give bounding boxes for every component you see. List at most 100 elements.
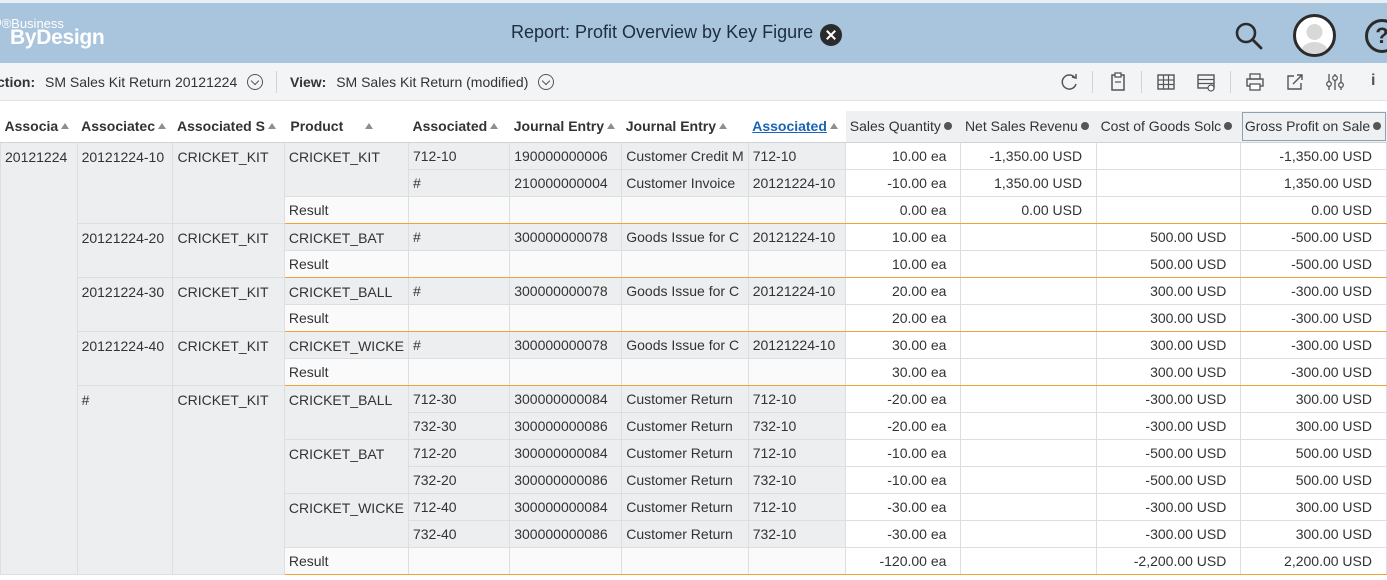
cell-net-sales-revenue[interactable] bbox=[960, 411, 1098, 440]
cell-associated-product[interactable]: CRICKET_KIT bbox=[172, 384, 285, 575]
column-header[interactable]: Product bbox=[284, 111, 409, 143]
cell-empty[interactable] bbox=[621, 303, 749, 332]
cell-associated[interactable]: # bbox=[407, 168, 511, 197]
cell-journal-entry[interactable]: 300000000078 bbox=[509, 330, 623, 359]
column-header-link[interactable]: Associated bbox=[748, 111, 846, 143]
cell-journal-entry-type[interactable]: Goods Issue for C bbox=[621, 330, 749, 359]
table-settings-icon[interactable] bbox=[1195, 72, 1217, 92]
cell-associated-product[interactable]: CRICKET_KIT bbox=[172, 222, 285, 278]
cell-cost-of-goods-sold[interactable]: 300.00 USD bbox=[1096, 357, 1242, 386]
avatar[interactable] bbox=[1293, 14, 1336, 57]
cell-journal-entry[interactable]: 300000000086 bbox=[509, 519, 623, 548]
cell-net-sales-revenue[interactable] bbox=[960, 330, 1098, 359]
column-header[interactable]: Journal Entry bbox=[509, 111, 622, 143]
cell-sales-quantity[interactable]: 10.00 ea bbox=[845, 249, 962, 278]
cell-net-sales-revenue[interactable] bbox=[960, 519, 1098, 548]
cell-empty[interactable] bbox=[509, 357, 623, 386]
cell-empty[interactable] bbox=[509, 195, 623, 224]
cell-net-sales-revenue[interactable]: 1,350.00 USD bbox=[960, 168, 1098, 197]
cell-product[interactable]: CRICKET_BAT bbox=[283, 222, 409, 251]
cell-associated-ref[interactable]: 20121224-10 bbox=[747, 168, 847, 197]
cell-journal-entry[interactable]: 300000000078 bbox=[509, 276, 623, 305]
cell-sales-quantity[interactable]: -10.00 ea bbox=[845, 438, 962, 467]
cell-empty[interactable] bbox=[509, 303, 623, 332]
cell-sales-quantity[interactable]: -30.00 ea bbox=[845, 492, 962, 521]
dot-icon[interactable] bbox=[1080, 122, 1089, 131]
cell-cost-of-goods-sold[interactable]: 300.00 USD bbox=[1096, 276, 1242, 305]
cell-gross-profit[interactable]: 300.00 USD bbox=[1240, 411, 1387, 440]
cell-empty[interactable] bbox=[621, 546, 749, 575]
cell-product[interactable]: CRICKET_WICKE bbox=[283, 492, 409, 548]
cell-cost-of-goods-sold[interactable]: -300.00 USD bbox=[1096, 519, 1242, 548]
cell-associated[interactable]: 732-20 bbox=[407, 465, 511, 494]
refresh-icon[interactable] bbox=[1058, 72, 1080, 92]
cell-net-sales-revenue[interactable] bbox=[960, 249, 1098, 278]
cell-journal-entry-type[interactable]: Customer Invoice bbox=[621, 168, 749, 197]
keyfigure-header-selected[interactable]: Gross Profit on Sale bbox=[1240, 111, 1387, 143]
cell-associated[interactable]: # bbox=[407, 330, 511, 359]
cell-gross-profit[interactable]: 0.00 USD bbox=[1240, 195, 1387, 224]
cell-cost-of-goods-sold[interactable]: 300.00 USD bbox=[1096, 303, 1242, 332]
cell-journal-entry-type[interactable]: Customer Credit M bbox=[621, 141, 749, 170]
cell-associated[interactable]: 732-30 bbox=[407, 411, 511, 440]
cell-journal-entry-type[interactable]: Goods Issue for C bbox=[621, 276, 749, 305]
cell-sales-quantity[interactable]: 30.00 ea bbox=[845, 330, 962, 359]
cell-net-sales-revenue[interactable]: -1,350.00 USD bbox=[960, 141, 1098, 170]
sort-icon[interactable] bbox=[490, 123, 499, 130]
cell-associated-item[interactable]: 20121224-20 bbox=[76, 222, 174, 278]
cell-net-sales-revenue[interactable] bbox=[960, 384, 1098, 413]
cell-empty[interactable] bbox=[509, 249, 623, 278]
cell-sales-quantity[interactable]: 0.00 ea bbox=[845, 195, 962, 224]
cell-empty[interactable] bbox=[621, 357, 749, 386]
cell-associated-product[interactable]: CRICKET_KIT bbox=[172, 141, 285, 224]
cell-associated-doc[interactable]: 20121224 bbox=[0, 141, 78, 575]
cell-net-sales-revenue[interactable] bbox=[960, 492, 1098, 521]
cell-associated[interactable]: 712-20 bbox=[407, 438, 511, 467]
cell-journal-entry[interactable]: 190000000006 bbox=[509, 141, 623, 170]
column-header[interactable]: Associated bbox=[408, 111, 510, 143]
sort-icon[interactable] bbox=[61, 123, 70, 130]
cell-empty[interactable] bbox=[747, 249, 847, 278]
dot-icon[interactable] bbox=[1373, 122, 1382, 131]
cell-net-sales-revenue[interactable] bbox=[960, 276, 1098, 305]
cell-journal-entry[interactable]: 300000000084 bbox=[509, 438, 623, 467]
cell-gross-profit[interactable]: 2,200.00 USD bbox=[1240, 546, 1387, 575]
cell-journal-entry-type[interactable]: Customer Return bbox=[621, 492, 749, 521]
chevron-down-icon[interactable] bbox=[247, 74, 264, 90]
cell-gross-profit[interactable]: -500.00 USD bbox=[1240, 222, 1387, 251]
cell-journal-entry-type[interactable]: Customer Return bbox=[621, 438, 749, 467]
cell-empty[interactable] bbox=[621, 195, 749, 224]
cell-gross-profit[interactable]: 500.00 USD bbox=[1240, 438, 1387, 467]
chevron-down-icon[interactable] bbox=[538, 74, 555, 90]
cell-net-sales-revenue[interactable] bbox=[960, 546, 1098, 575]
cell-sales-quantity[interactable]: -30.00 ea bbox=[845, 519, 962, 548]
dot-icon[interactable] bbox=[1224, 122, 1233, 131]
cell-associated[interactable]: 732-40 bbox=[407, 519, 511, 548]
keyfigure-header[interactable]: Net Sales Revenu bbox=[960, 111, 1097, 143]
sort-icon[interactable] bbox=[718, 123, 727, 130]
cell-cost-of-goods-sold[interactable]: -300.00 USD bbox=[1096, 492, 1242, 521]
cell-journal-entry-type[interactable]: Customer Return bbox=[621, 411, 749, 440]
cell-net-sales-revenue[interactable]: 0.00 USD bbox=[960, 195, 1098, 224]
cell-empty[interactable] bbox=[747, 303, 847, 332]
cell-sales-quantity[interactable]: -120.00 ea bbox=[845, 546, 962, 575]
cell-associated-ref[interactable]: 712-10 bbox=[747, 384, 847, 413]
cell-journal-entry-type[interactable]: Goods Issue for C bbox=[621, 222, 749, 251]
cell-associated[interactable]: 712-10 bbox=[407, 141, 511, 170]
dot-icon[interactable] bbox=[943, 122, 952, 131]
cell-cost-of-goods-sold[interactable]: -2,200.00 USD bbox=[1096, 546, 1242, 575]
cell-sales-quantity[interactable]: 30.00 ea bbox=[845, 357, 962, 386]
cell-associated-ref[interactable]: 20121224-10 bbox=[747, 222, 847, 251]
sort-icon[interactable] bbox=[267, 123, 276, 130]
cell-net-sales-revenue[interactable] bbox=[960, 222, 1098, 251]
cell-associated-item[interactable]: 20121224-30 bbox=[76, 276, 174, 332]
cell-associated-ref[interactable]: 20121224-10 bbox=[747, 330, 847, 359]
cell-empty[interactable] bbox=[407, 303, 511, 332]
cell-journal-entry[interactable]: 300000000086 bbox=[509, 411, 623, 440]
cell-cost-of-goods-sold[interactable]: 500.00 USD bbox=[1096, 222, 1242, 251]
cell-associated-product[interactable]: CRICKET_KIT bbox=[172, 330, 285, 386]
cell-associated-product[interactable]: CRICKET_KIT bbox=[172, 276, 285, 332]
cell-sales-quantity[interactable]: 20.00 ea bbox=[845, 303, 962, 332]
cell-gross-profit[interactable]: 300.00 USD bbox=[1240, 384, 1387, 413]
cell-sales-quantity[interactable]: 10.00 ea bbox=[845, 222, 962, 251]
